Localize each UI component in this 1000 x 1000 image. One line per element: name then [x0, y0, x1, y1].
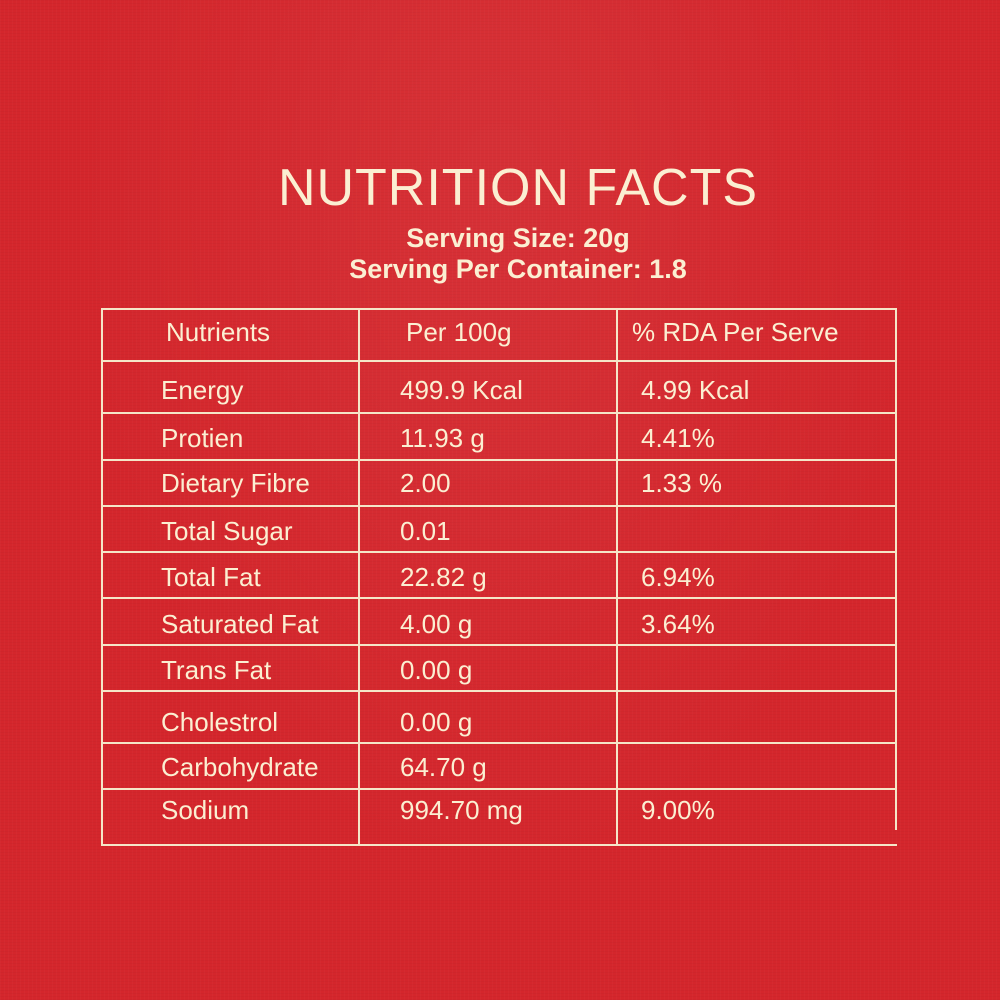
rda-value: 4.99 Kcal: [641, 375, 750, 405]
table-rule: [101, 551, 897, 553]
table-rule: [101, 690, 897, 692]
serving-size: Serving Size: 20g: [406, 223, 630, 253]
per-100g-value: 4.00 g: [400, 609, 473, 639]
table-rule: [101, 308, 103, 846]
nutrient-name: Total Fat: [161, 562, 261, 592]
rda-value: 3.64%: [641, 609, 715, 639]
nutrient-name: Protien: [161, 423, 244, 453]
per-100g-value: 994.70 mg: [400, 795, 523, 825]
nutrient-name: Cholestrol: [161, 707, 279, 737]
per-100g-value: 0.00 g: [400, 655, 473, 685]
table-rule: [101, 742, 897, 744]
column-header-per-100g: Per 100g: [406, 317, 512, 347]
nutrient-name: Dietary Fibre: [161, 468, 310, 498]
nutrient-name: Carbohydrate: [161, 752, 319, 782]
table-rule: [895, 308, 897, 830]
page-title: NUTRITION FACTS: [277, 159, 759, 217]
rda-value: 6.94%: [641, 562, 715, 592]
per-100g-value: 0.00 g: [400, 707, 473, 737]
column-header-rda: % RDA Per Serve: [632, 317, 839, 347]
per-100g-value: 22.82 g: [400, 562, 487, 592]
table-rule: [616, 308, 618, 846]
table-rule: [101, 459, 897, 461]
nutrient-name: Saturated Fat: [161, 609, 319, 639]
table-rule: [101, 360, 897, 362]
nutrient-name: Sodium: [161, 795, 250, 825]
per-100g-value: 0.01: [400, 516, 451, 546]
per-100g-value: 64.70 g: [400, 752, 487, 782]
table-rule: [101, 308, 897, 310]
table-rule: [101, 412, 897, 414]
per-100g-value: 11.93 g: [400, 423, 485, 453]
serving-per-container: Serving Per Container: 1.8: [349, 254, 687, 284]
per-100g-value: 2.00: [400, 468, 451, 498]
table-rule: [101, 597, 897, 599]
rda-value: 4.41%: [641, 423, 715, 453]
nutrient-name: Trans Fat: [161, 655, 272, 685]
table-rule: [101, 788, 897, 790]
table-rule: [358, 308, 360, 846]
rda-value: 9.00%: [641, 795, 715, 825]
table-rule: [101, 844, 897, 846]
table-rule: [101, 505, 897, 507]
per-100g-value: 499.9 Kcal: [400, 375, 523, 405]
nutrient-name: Total Sugar: [161, 516, 293, 546]
rda-value: 1.33 %: [641, 468, 722, 498]
column-header-nutrients: Nutrients: [166, 317, 271, 347]
nutrient-name: Energy: [161, 375, 244, 405]
table-rule: [101, 644, 897, 646]
